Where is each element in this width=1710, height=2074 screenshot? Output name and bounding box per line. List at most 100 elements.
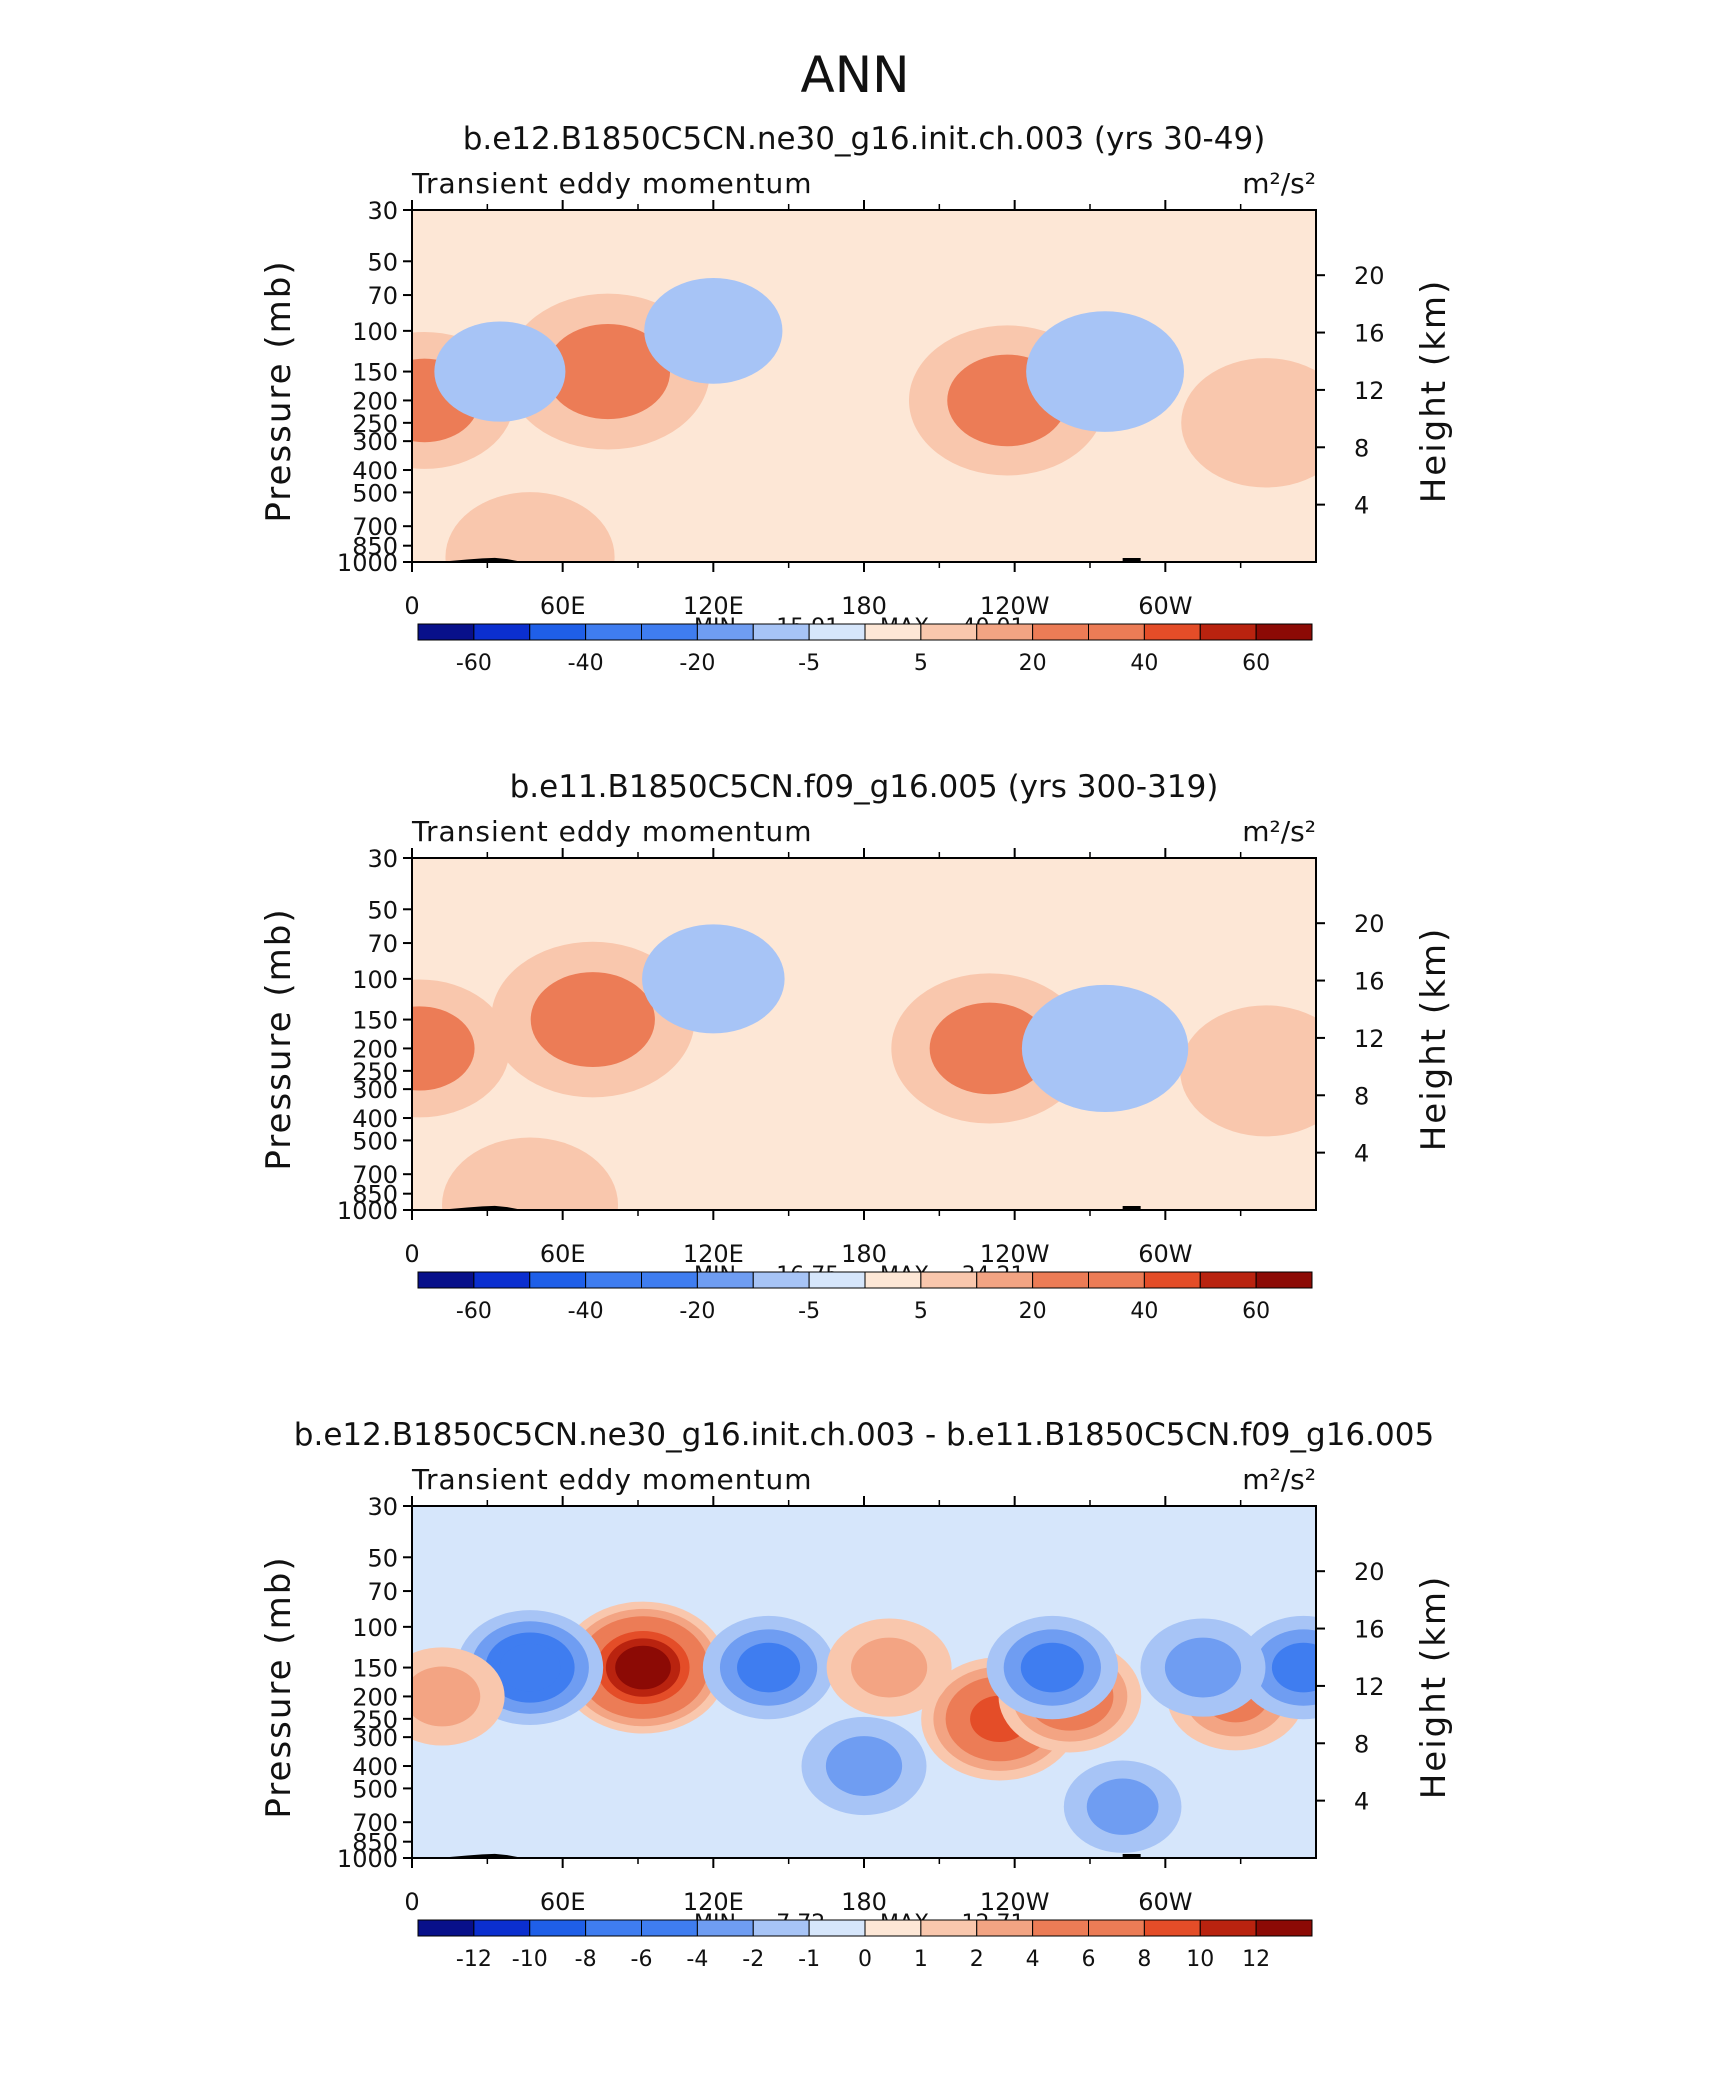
colorbar-label: -60 [456,651,492,676]
colorbar-box [585,1919,642,1937]
colorbar-label: 20 [1019,651,1047,676]
colorbar-box [920,623,978,641]
colorbar-box [417,623,475,641]
y-tick-label: 250 [352,1058,398,1086]
y-tick-label: 400 [352,457,398,485]
y-tick-label: 100 [352,966,398,994]
panel-title: b.e12.B1850C5CN.ne30_g16.init.ch.003 - b… [294,1417,1434,1453]
colorbar-label: 40 [1130,651,1158,676]
colorbar-box [1088,623,1145,641]
colorbar-box [920,1919,978,1937]
colorbar-box [920,1271,978,1289]
y2-axis-title: Height (km) [1414,927,1454,1152]
x-tick-label: 60W [1138,1888,1192,1916]
terrain-mask [1122,1854,1141,1858]
colorbar-box [696,1271,754,1289]
y2-tick-label: 16 [1354,320,1385,348]
colorbar-box [808,1919,866,1937]
y2-tick-label: 12 [1354,1673,1385,1701]
y-tick-label: 30 [367,197,398,225]
colorbar-box [864,623,922,641]
contour-blob [499,1643,561,1692]
contour-blob [644,278,783,384]
colorbar-label: -20 [679,651,715,676]
colorbar-label: -40 [568,651,604,676]
colorbar-box [1255,1919,1313,1937]
colorbar-label: 0 [858,1947,872,1972]
y-axis-title: Pressure (mb) [259,907,299,1170]
colorbar-box [529,1271,587,1289]
y-tick-label: 300 [352,1076,398,1104]
y-tick-label: 70 [367,1578,398,1606]
terrain-mask [432,1853,525,1858]
colorbar-label: 60 [1242,1299,1270,1324]
y-tick-label: 30 [367,845,398,873]
x-tick-label: 0 [404,1888,419,1916]
contour-field [412,210,1316,562]
colorbar-box [417,1271,475,1289]
colorbar-label: 5 [914,651,928,676]
colorbar-box [585,1271,642,1289]
colorbar-box [1143,1271,1201,1289]
x-tick-label: 60E [540,1888,586,1916]
chart-panel-3: b.e12.B1850C5CN.ne30_g16.init.ch.003 - b… [259,1417,1454,1972]
y-tick-label: 300 [352,428,398,456]
x-tick-label: 120E [683,1888,744,1916]
y2-tick-label: 8 [1354,1082,1369,1110]
y2-tick-label: 20 [1354,1558,1385,1586]
contour-blob [1271,1642,1316,1693]
y-axis-title: Pressure (mb) [259,1555,299,1818]
contour-blob [615,1645,671,1690]
terrain-mask [1122,558,1141,562]
x-tick-label: 60W [1138,592,1192,620]
colorbar-box [1143,1919,1201,1937]
colorbar-box [808,623,866,641]
colorbar-box [1088,1271,1145,1289]
y2-tick-label: 4 [1354,1788,1369,1816]
y2-axis-title: Height (km) [1414,1575,1454,1800]
colorbar-box [1143,623,1201,641]
y-tick-label: 300 [352,1724,398,1752]
colorbar-box [752,1271,810,1289]
colorbar-box [1199,623,1257,641]
x-tick-label: 60W [1138,1240,1192,1268]
x-tick-label: 60E [540,592,586,620]
contour-blob [545,323,671,420]
colorbar-label: 5 [914,1299,928,1324]
contour-blob [737,1642,801,1693]
y-tick-label: 850 [352,1181,398,1209]
colorbar-box [641,623,698,641]
y2-tick-label: 12 [1354,1025,1385,1053]
colorbar-label: 1 [914,1947,928,1972]
y-tick-label: 850 [352,533,398,561]
panel-units-label: m²/s² [1242,1463,1316,1496]
y-tick-label: 50 [367,248,398,276]
colorbar-box [976,1271,1034,1289]
x-tick-label: 180 [841,1888,887,1916]
colorbar-box [864,1919,922,1937]
y2-tick-label: 16 [1354,968,1385,996]
contour-blob [1164,1637,1242,1698]
contour-blob [1021,984,1189,1113]
y2-axis-title: Height (km) [1414,279,1454,504]
terrain-mask [432,557,525,562]
colorbar-box [473,1271,531,1289]
x-tick-label: 180 [841,592,887,620]
contour-blob [1026,311,1184,432]
y-tick-label: 200 [352,1035,398,1063]
colorbar-label: 60 [1242,651,1270,676]
colorbar: -60 -40 -20 -5 5 20 40 60 [417,1271,1313,1324]
colorbar-label: -1 [798,1947,820,1972]
contour-blob [1086,1778,1159,1835]
contour-blob [434,321,566,422]
chart-panel-2: b.e11.B1850C5CN.f09_g16.005 (yrs 300-319… [259,769,1454,1324]
chart-panel-1: b.e12.B1850C5CN.ne30_g16.init.ch.003 (yr… [259,121,1454,676]
colorbar-label: -40 [568,1299,604,1324]
y-tick-label: 500 [352,479,398,507]
y-tick-label: 700 [352,513,398,541]
y-tick-label: 1000 [337,1845,398,1873]
x-tick-label: 120W [980,592,1050,620]
y-tick-label: 1000 [337,549,398,577]
colorbar-box [641,1919,698,1937]
colorbar-box [585,623,642,641]
